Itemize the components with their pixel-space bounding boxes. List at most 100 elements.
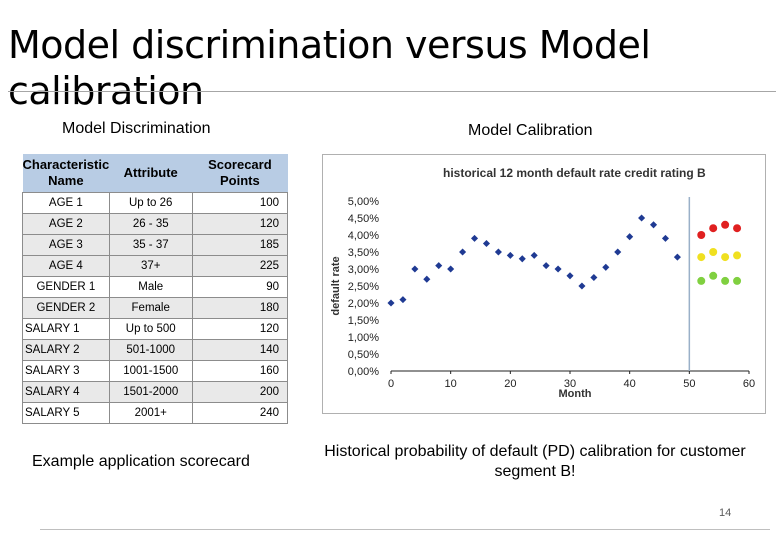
x-tick-label: 60 [743, 378, 755, 390]
history-data-point [602, 263, 610, 271]
calibration-heading: Model Calibration [468, 122, 593, 139]
table-row: AGE 2 26 - 35 120 [22, 213, 289, 235]
table-row: AGE 1 Up to 26 100 [22, 192, 289, 214]
scorecard-header-row: Characteristic Name Attribute Scorecard … [22, 154, 288, 193]
characteristic-cell: SALARY 4 [22, 381, 110, 403]
characteristic-cell: SALARY 5 [22, 402, 110, 424]
x-tick-label: 10 [445, 378, 457, 390]
attribute-cell: 1501-2000 [108, 381, 193, 403]
table-row: GENDER 1 Male 90 [22, 276, 289, 298]
header-characteristic-name: Characteristic Name [22, 154, 110, 193]
points-cell: 200 [191, 381, 289, 403]
y-tick-label: 0,00% [348, 366, 379, 378]
page-number: 14 [719, 507, 732, 519]
table-row: GENDER 2 Female 180 [22, 297, 289, 319]
points-cell: 90 [191, 276, 289, 298]
history-data-point [542, 262, 550, 270]
header-attribute: Attribute [109, 154, 193, 193]
x-tick-label: 30 [564, 378, 576, 390]
y-axis-label: default rate [330, 256, 342, 315]
history-data-point [554, 265, 562, 273]
table-row: SALARY 2 501-1000 140 [22, 339, 289, 361]
forecast-green-point [721, 276, 730, 285]
history-data-point [649, 221, 658, 229]
history-data-point [435, 262, 443, 270]
forecast-red-point [709, 224, 718, 233]
forecast-yellow-point [721, 253, 730, 262]
slide-title: Model discrimination versus Model calibr… [8, 23, 651, 113]
table-row: SALARY 3 1001-1500 160 [22, 360, 289, 382]
points-cell: 225 [191, 255, 289, 277]
attribute-cell: 37+ [108, 255, 193, 277]
characteristic-cell: SALARY 3 [22, 360, 110, 382]
scorecard-body: AGE 1 Up to 26 100 AGE 2 26 - 35 120 AGE 3 35 -… [22, 192, 289, 424]
attribute-cell: 1001-1500 [108, 360, 193, 382]
attribute-cell: 501-1000 [108, 339, 193, 361]
points-cell: 100 [191, 192, 289, 214]
table-row: AGE 3 35 - 37 185 [22, 234, 289, 256]
calibration-chart-svg: historical 12 month default rate credit … [330, 166, 755, 400]
attribute-cell: 26 - 35 [108, 213, 193, 235]
footer-divider [40, 529, 770, 530]
table-row: SALARY 1 Up to 500 120 [22, 318, 289, 340]
forecast-red-point [721, 220, 730, 229]
table-row: SALARY 4 1501-2000 200 [22, 381, 289, 403]
attribute-cell: Male [108, 276, 193, 298]
table-row: SALARY 5 2001+ 240 [22, 402, 289, 424]
points-cell: 120 [191, 318, 289, 340]
attribute-cell: Up to 500 [108, 318, 193, 340]
points-cell: 120 [191, 213, 289, 235]
history-data-point [399, 296, 407, 304]
characteristic-cell: GENDER 1 [22, 276, 110, 298]
forecast-red-point [697, 231, 706, 239]
characteristic-cell: SALARY 2 [22, 339, 110, 361]
characteristic-cell: AGE 1 [22, 192, 110, 214]
forecast-green-point [697, 276, 706, 285]
characteristic-cell: AGE 3 [22, 234, 110, 256]
history-data-point [626, 233, 634, 241]
points-cell: 185 [191, 234, 289, 256]
history-data-point [566, 272, 574, 280]
points-cell: 140 [191, 339, 289, 361]
history-data-point [482, 239, 491, 248]
calibration-caption: Historical probability of default (PD) c… [324, 443, 746, 480]
points-cell: 180 [191, 297, 289, 319]
calibration-chart: historical 12 month default rate credit … [322, 154, 766, 414]
y-tick-label: 3,00% [348, 264, 379, 276]
attribute-cell: 2001+ [108, 402, 193, 424]
attribute-cell: 35 - 37 [108, 234, 193, 256]
y-tick-label: 2,50% [348, 281, 379, 293]
x-tick-label: 0 [388, 378, 394, 390]
points-cell: 240 [191, 402, 289, 424]
history-data-point [590, 273, 598, 282]
history-data-point [494, 248, 502, 256]
title-divider [8, 91, 776, 92]
attribute-cell: Female [108, 297, 193, 319]
history-data-point [459, 248, 467, 256]
history-data-point [506, 251, 514, 259]
history-data-point [661, 234, 670, 242]
history-data-point [423, 275, 431, 283]
y-tick-label: 1,00% [348, 332, 379, 344]
forecast-green-point [709, 271, 718, 280]
forecast-green-point [733, 276, 742, 285]
x-tick-label: 20 [504, 378, 516, 390]
y-tick-label: 0,50% [348, 349, 379, 361]
points-cell: 160 [191, 360, 289, 382]
scorecard-table: Characteristic Name Attribute Scorecard … [22, 154, 289, 424]
table-row: AGE 4 37+ 225 [22, 255, 289, 277]
forecast-red-point [733, 224, 742, 233]
attribute-cell: Up to 26 [108, 192, 193, 214]
x-tick-label: 50 [683, 378, 695, 390]
history-data-point [578, 282, 586, 290]
history-data-point [518, 255, 526, 263]
scorecard-caption: Example application scorecard [32, 453, 250, 470]
y-tick-label: 3,50% [348, 247, 379, 259]
forecast-yellow-point [709, 248, 718, 256]
forecast-yellow-point [697, 253, 706, 262]
history-data-point [638, 214, 646, 222]
y-tick-label: 5,00% [348, 196, 379, 208]
history-data-point [530, 251, 538, 259]
characteristic-cell: GENDER 2 [22, 297, 110, 319]
chart-title: historical 12 month default rate credit … [443, 166, 706, 180]
